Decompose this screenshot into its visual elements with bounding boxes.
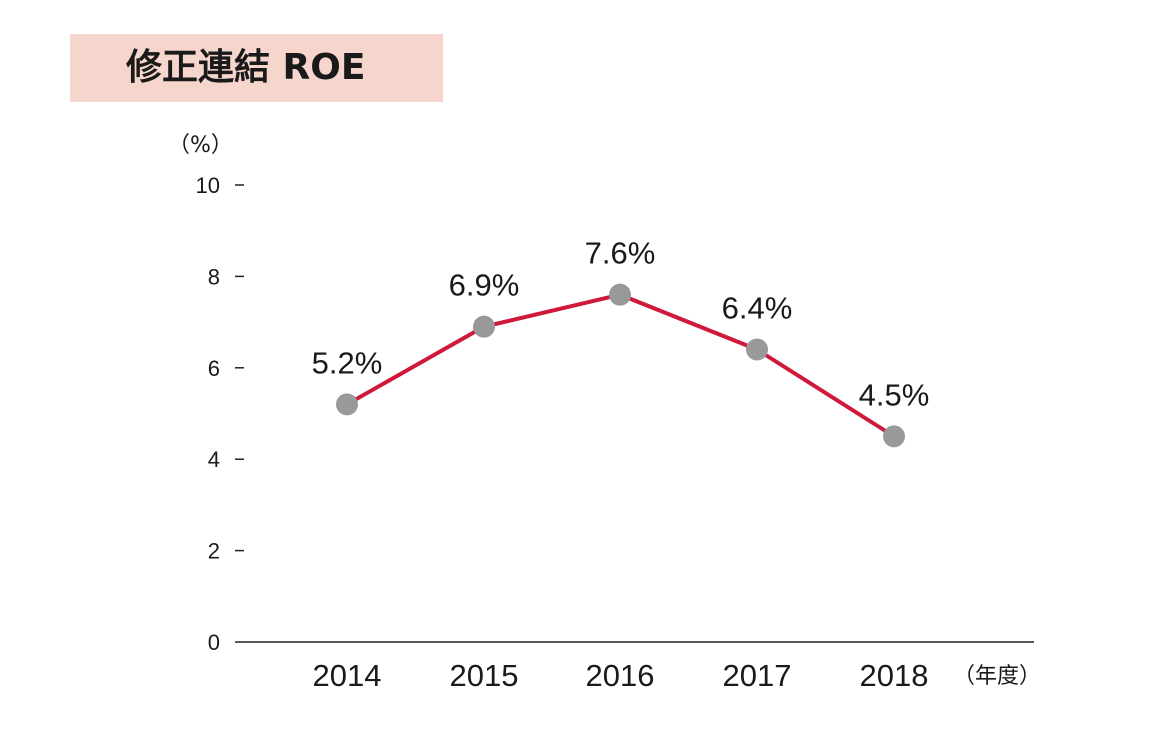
y-axis-unit-label: （%）	[168, 133, 233, 158]
y-tick-label: 4	[208, 447, 220, 472]
data-point-marker	[609, 283, 631, 306]
chart-title: 修正連結 ROE	[126, 47, 366, 88]
label-layer: 5.2% 6.9% 7.6% 6.4% 4.5%	[312, 236, 930, 413]
x-tick-label: 2017	[723, 658, 792, 693]
x-tick-label: 2014	[313, 658, 382, 693]
series-layer	[336, 283, 905, 448]
data-point-marker	[336, 393, 358, 416]
title-background	[70, 34, 443, 102]
axis-layer: 0 2 4 6 8 10 2014 2015 2016 2017 2018	[196, 173, 1034, 693]
data-label: 6.9%	[449, 268, 520, 303]
y-tick-label: 8	[208, 264, 220, 289]
x-tick-label: 2015	[450, 658, 519, 693]
data-point-marker	[883, 425, 905, 448]
x-tick-label: 2016	[586, 658, 655, 693]
y-tick-label: 10	[196, 173, 220, 198]
x-tick-label: 2018	[860, 658, 929, 693]
y-tick-label: 2	[208, 539, 220, 564]
data-label: 6.4%	[722, 291, 793, 326]
y-tick-label: 0	[208, 630, 220, 655]
data-point-marker	[746, 338, 768, 361]
y-tick-label: 6	[208, 356, 220, 381]
data-point-marker	[473, 315, 495, 338]
data-label: 7.6%	[585, 236, 656, 271]
data-label: 5.2%	[312, 345, 383, 380]
x-axis-unit-label: （年度）	[953, 664, 1041, 689]
data-label: 4.5%	[859, 377, 930, 412]
series-line	[345, 292, 896, 439]
